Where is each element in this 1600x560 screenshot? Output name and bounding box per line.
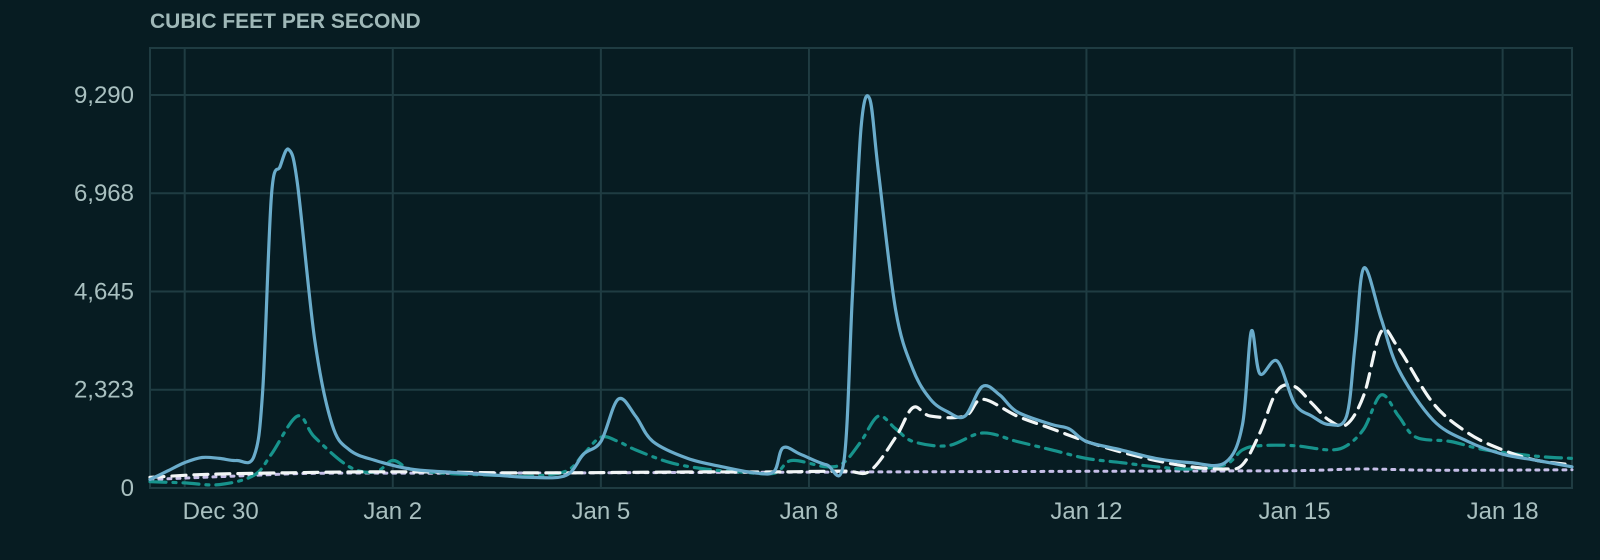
x-tick-label: Jan 8 <box>780 498 839 525</box>
series-line-dotted <box>148 467 1574 481</box>
series-line-solid <box>148 94 1574 482</box>
x-tick-label: Jan 12 <box>1050 498 1122 525</box>
x-tick-labels: Dec 30 Jan 2 Jan 5 Jan 8 Jan 12 Jan 15 Jan 18 <box>183 498 1539 525</box>
y-tick-label: 4,645 <box>74 278 134 305</box>
y-tick-labels: 0 2,323 4,645 6,968 9,290 <box>74 82 134 502</box>
x-tick-label: Dec 30 <box>183 498 259 525</box>
y-tick-label: 6,968 <box>74 180 134 207</box>
x-tick-label: Jan 15 <box>1259 498 1331 525</box>
series-group <box>148 94 1574 487</box>
series-line-dashdot <box>148 393 1574 487</box>
x-tick-label: Jan 18 <box>1467 498 1539 525</box>
series-line-dashed <box>148 327 1574 479</box>
y-tick-label: 9,290 <box>74 82 134 109</box>
y-tick-label: 0 <box>121 475 134 502</box>
x-tick-label: Jan 2 <box>363 498 422 525</box>
grid <box>149 47 1573 489</box>
x-tick-label: Jan 5 <box>572 498 631 525</box>
y-axis-title: CUBIC FEET PER SECOND <box>150 10 421 33</box>
y-tick-label: 2,323 <box>74 377 134 404</box>
